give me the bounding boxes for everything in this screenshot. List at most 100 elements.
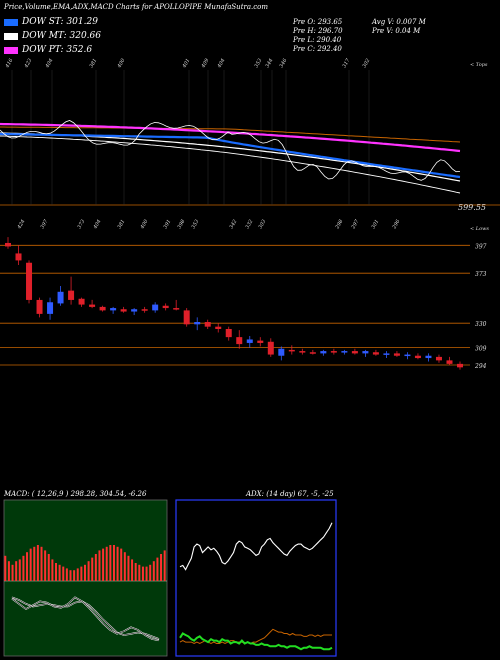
macd-histogram-bar <box>102 548 105 581</box>
adx-panel <box>175 499 337 657</box>
candle-top-tick: 404 <box>92 219 102 231</box>
macd-histogram-bar <box>163 550 166 581</box>
macd-histogram-bar <box>36 545 39 581</box>
candle-top-tick: 332 <box>245 219 255 230</box>
macd-histogram-bar <box>11 564 14 581</box>
candle-body <box>131 309 138 312</box>
macd-histogram-bar <box>145 566 148 581</box>
candle-body <box>288 349 295 352</box>
candle-top-tick: 381 <box>117 219 127 230</box>
candle-top-tick: 400 <box>139 218 150 231</box>
ema-corner-label: < Tops <box>470 62 488 68</box>
ema-top-tick: 381 <box>89 58 99 69</box>
candle-body <box>330 351 337 353</box>
macd-histogram-bar <box>112 545 115 581</box>
ema-top-tick: 409 <box>200 57 211 70</box>
candle-body <box>120 309 127 312</box>
macd-histogram-bar <box>29 548 32 581</box>
candle-body <box>15 253 22 261</box>
ema-top-tick: 302 <box>362 58 372 69</box>
candle-body <box>152 304 159 311</box>
macd-histogram-bar <box>141 566 144 581</box>
candle-body <box>457 363 463 368</box>
candle-body <box>425 355 432 359</box>
candle-body <box>362 351 369 354</box>
candle-body <box>204 322 211 327</box>
macd-histogram-bar <box>44 550 47 581</box>
ema-top-tick: 404 <box>44 58 54 70</box>
candle-right-tick: 330 <box>475 321 487 328</box>
legend-label-mt: DOW MT: 320.66 <box>22 31 101 41</box>
candle-corner-label: < Lows <box>470 226 489 232</box>
candle-body <box>393 353 400 356</box>
macd-histogram-bar <box>131 559 134 581</box>
candle-top-tick: 398 <box>177 219 187 230</box>
macd-line-core <box>11 597 160 641</box>
candle-body <box>183 310 190 325</box>
candle-body <box>162 305 169 309</box>
macd-histogram-bar <box>15 561 18 581</box>
ema-top-tick: 317 <box>342 57 352 69</box>
macd-histogram-bar <box>69 570 72 581</box>
candle-top-tick: 373 <box>77 219 87 230</box>
candle-body <box>225 328 232 338</box>
candle-body <box>278 348 285 356</box>
macd-histogram-bar <box>156 557 159 581</box>
candle-top-tick: 297 <box>350 218 361 231</box>
chart-title: Price,Volume,EMA,ADX,MACD Charts for APO… <box>4 3 269 11</box>
stat-high: Pre H: 296.70 <box>293 27 343 35</box>
macd-histogram-bar <box>87 561 90 581</box>
macd-histogram-bar <box>55 563 58 581</box>
ema-line-st <box>0 132 461 179</box>
candle-body <box>99 306 106 311</box>
legend-dow-pt: DOW PT: 352.6 <box>4 45 92 55</box>
macd-histogram-bar <box>62 566 65 581</box>
macd-histogram-bar <box>127 555 130 581</box>
legend-dow-mt: DOW MT: 320.66 <box>4 31 101 41</box>
adx-frame <box>175 499 337 657</box>
stat-low: Pre L: 290.40 <box>293 36 342 44</box>
candle-top-tick: 298 <box>334 219 344 231</box>
candle-body <box>5 242 11 247</box>
macd-histogram-bar <box>98 550 101 581</box>
adx-line <box>179 522 333 571</box>
macd-histogram-bar <box>109 545 112 581</box>
macd-histogram-bar <box>120 548 123 581</box>
legend-dow-st: DOW ST: 301.29 <box>4 17 98 27</box>
ema-top-tick: 404 <box>216 58 226 70</box>
legend-label-pt: DOW PT: 352.6 <box>22 45 93 55</box>
ema-line-mt <box>0 132 461 182</box>
candle-body <box>89 304 96 307</box>
macd-histogram-bar <box>134 563 137 581</box>
candle-body <box>309 352 316 354</box>
ema-line-price <box>0 120 461 181</box>
candle-body <box>257 340 264 343</box>
candle-body <box>236 337 243 345</box>
candle-top-tick: 301 <box>371 219 381 230</box>
candle-top-tick: 353 <box>191 219 201 230</box>
macd-signal-line-core <box>11 597 160 640</box>
candle-body <box>57 291 64 304</box>
ema-top-tick: 423 <box>23 58 33 70</box>
legend-swatch-pt <box>4 46 18 54</box>
macd-histogram-bar <box>18 559 21 581</box>
macd-histogram-bar <box>80 566 83 581</box>
macd-histogram-bar <box>40 546 43 581</box>
macd-histogram-bar <box>94 554 97 581</box>
candle-body <box>246 339 253 343</box>
candle-right-tick: 373 <box>475 271 487 278</box>
ema-top-tick: 416 <box>4 57 15 70</box>
candle-body <box>320 351 327 354</box>
candle-body <box>215 326 222 329</box>
candle-body <box>383 353 390 355</box>
candle-body <box>194 322 201 325</box>
ema-top-tick: 353 <box>254 58 264 69</box>
macd-histogram-bar <box>138 564 141 581</box>
macd-histogram-bar <box>152 561 155 581</box>
ema-top-tick: 401 <box>181 58 191 70</box>
macd-header: MACD: ( 12,26,9 ) 298.28, 304.54, -6.26 <box>3 490 147 498</box>
candle-body <box>414 355 421 359</box>
candle-right-tick: 294 <box>474 363 487 370</box>
ema-top-tick: 346 <box>279 57 289 69</box>
